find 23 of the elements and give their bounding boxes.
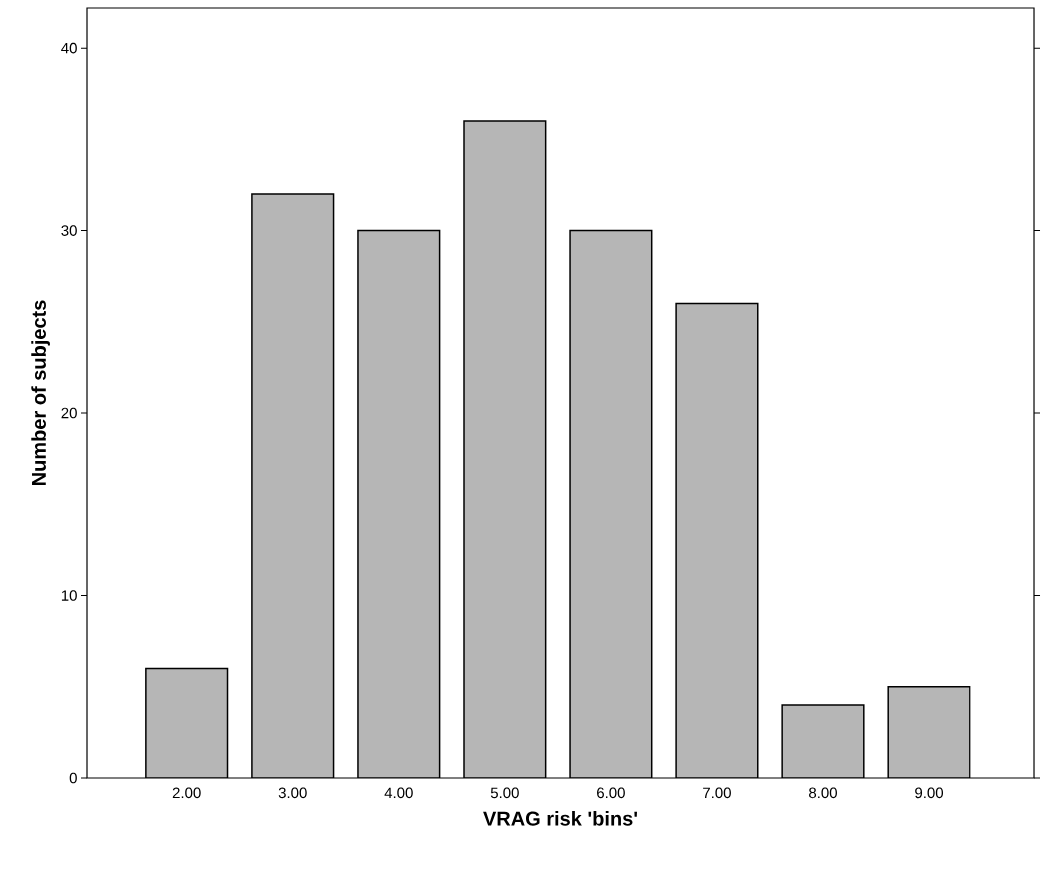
bar bbox=[251, 194, 334, 778]
x-tick-label: 2.00 bbox=[172, 787, 201, 799]
bar bbox=[782, 705, 864, 778]
x-tick-label: 3.00 bbox=[278, 787, 307, 799]
y-tick-label: 0 bbox=[69, 772, 77, 784]
x-tick-label: 5.00 bbox=[490, 787, 519, 799]
x-tick-label: 8.00 bbox=[809, 787, 837, 799]
y-tick-label: 30 bbox=[61, 225, 77, 236]
bar bbox=[357, 230, 440, 778]
x-tick-label: 6.00 bbox=[597, 787, 625, 799]
bar bbox=[570, 230, 652, 778]
bar bbox=[676, 303, 758, 778]
y-axis-title: Number of subjects bbox=[31, 300, 50, 486]
y-tick-label: 40 bbox=[61, 42, 77, 54]
x-tick-label: 4.00 bbox=[384, 787, 413, 799]
x-tick-label: 9.00 bbox=[915, 787, 944, 799]
bar bbox=[887, 686, 971, 778]
y-tick-label: 10 bbox=[61, 590, 77, 601]
bar bbox=[464, 121, 546, 778]
y-tick-label: 20 bbox=[61, 407, 77, 419]
x-tick-label: 7.00 bbox=[703, 787, 731, 799]
bar bbox=[145, 668, 228, 778]
x-axis-title: VRAG risk 'bins' bbox=[483, 811, 638, 826]
